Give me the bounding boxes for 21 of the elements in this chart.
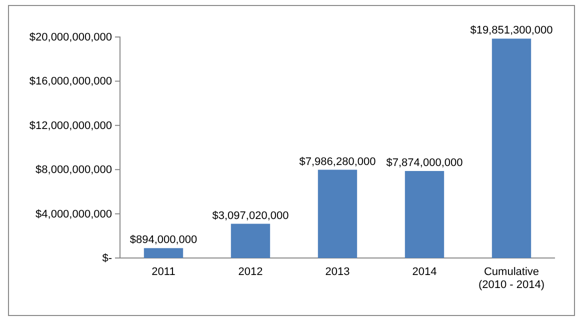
x-tick-label: 2014 [412, 266, 437, 278]
y-tick-label: $20,000,000,000 [29, 32, 112, 44]
data-label: $7,874,000,000 [386, 156, 463, 169]
x-tick-label: 2011 [152, 266, 176, 278]
bar [318, 170, 358, 258]
y-tick-label: $4,000,000,000 [36, 208, 112, 220]
y-tick-label: $8,000,000,000 [36, 164, 112, 176]
bar [404, 170, 444, 258]
x-tick-label: Cumulative (2010 - 2014) [478, 266, 545, 292]
y-tick-label: $16,000,000,000 [29, 76, 112, 88]
data-label: $19,851,300,000 [470, 24, 553, 37]
y-tick-label: $- [102, 252, 112, 265]
bar [144, 248, 184, 258]
x-tick-label: 2012 [238, 266, 263, 278]
data-label: $3,097,020,000 [212, 210, 289, 222]
data-label: $7,986,280,000 [299, 156, 376, 168]
y-tick-label: $12,000,000,000 [29, 120, 112, 132]
bar [230, 224, 270, 258]
x-tick-label: 2013 [325, 266, 350, 278]
data-label: $894,000,000 [130, 234, 198, 246]
bar [492, 38, 532, 258]
